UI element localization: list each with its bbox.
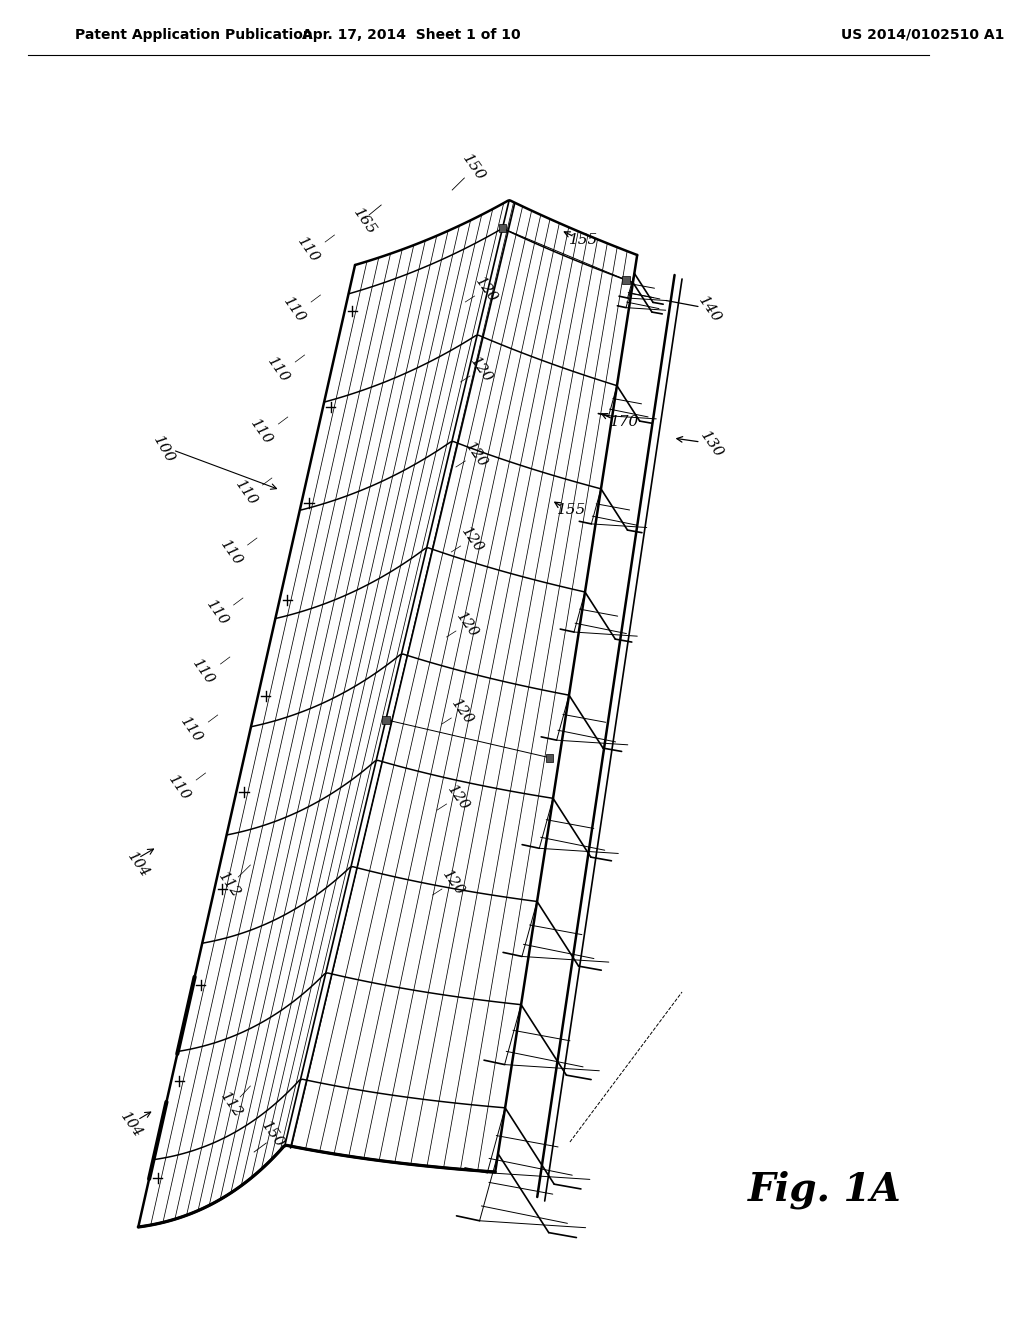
Text: Fig. 1A: Fig. 1A	[748, 1171, 901, 1209]
Text: Apr. 17, 2014  Sheet 1 of 10: Apr. 17, 2014 Sheet 1 of 10	[302, 28, 520, 42]
Bar	[546, 754, 553, 762]
Text: 150: 150	[259, 1119, 287, 1151]
Text: 110: 110	[248, 417, 275, 447]
Text: 155: 155	[557, 503, 587, 517]
Text: 110: 110	[166, 772, 194, 804]
Text: 110: 110	[232, 478, 259, 508]
Text: 120: 120	[468, 355, 495, 385]
Bar	[499, 224, 506, 232]
Text: 100: 100	[151, 434, 177, 466]
Text: 120: 120	[458, 524, 485, 556]
Text: 112: 112	[217, 1089, 245, 1121]
Text: 140: 140	[696, 294, 724, 326]
Bar	[623, 276, 630, 284]
Text: 120: 120	[449, 697, 476, 727]
Text: 120: 120	[463, 440, 490, 470]
Text: 112: 112	[215, 870, 243, 900]
Text: 120: 120	[472, 275, 500, 305]
Text: 110: 110	[217, 537, 245, 569]
Text: 110: 110	[203, 598, 230, 628]
Text: 155: 155	[569, 234, 599, 247]
Text: Patent Application Publication: Patent Application Publication	[75, 28, 312, 42]
Bar	[382, 715, 389, 723]
Text: 130: 130	[697, 429, 726, 461]
Text: 110: 110	[281, 294, 308, 326]
Text: 110: 110	[265, 355, 292, 385]
Text: 110: 110	[190, 656, 217, 688]
Text: 120: 120	[454, 610, 481, 640]
Text: 104: 104	[117, 1110, 144, 1140]
Text: 170: 170	[609, 414, 639, 429]
Text: 104: 104	[125, 850, 152, 880]
Text: 120: 120	[439, 867, 467, 899]
Text: 150: 150	[460, 152, 487, 183]
Text: 120: 120	[444, 783, 471, 813]
Text: 110: 110	[295, 235, 322, 265]
Text: 165: 165	[350, 206, 379, 238]
Text: US 2014/0102510 A1: US 2014/0102510 A1	[841, 28, 1005, 42]
Text: 110: 110	[178, 714, 205, 746]
